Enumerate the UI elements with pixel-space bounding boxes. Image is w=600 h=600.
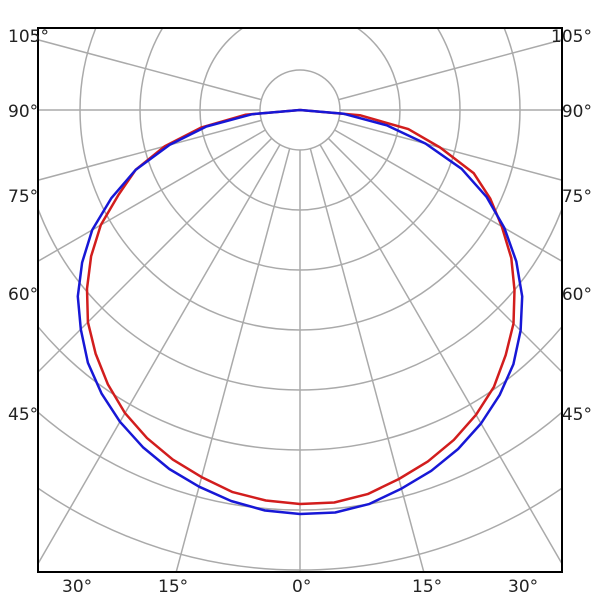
angle-label: 15° bbox=[412, 577, 442, 597]
angle-label: 90° bbox=[562, 102, 592, 122]
angle-label: 30° bbox=[508, 577, 538, 597]
angle-label: 30° bbox=[62, 577, 92, 597]
angle-label: 105° bbox=[8, 27, 49, 47]
angle-label: 15° bbox=[158, 577, 188, 597]
angle-label: 75° bbox=[562, 187, 592, 207]
angle-label: 75° bbox=[8, 187, 38, 207]
angle-label: 60° bbox=[8, 285, 38, 305]
angle-label: 45° bbox=[562, 405, 592, 425]
polar-chart: 105° 90° 75° 60° 45° 30° 15° 0° 15° 30° 45° 60° 75° 9… bbox=[0, 0, 600, 600]
angle-label: 60° bbox=[562, 285, 592, 305]
angle-label: 0° bbox=[292, 577, 311, 597]
angle-label: 90° bbox=[8, 102, 38, 122]
angle-label: 105° bbox=[551, 27, 592, 47]
grid bbox=[0, 0, 600, 600]
angle-label: 45° bbox=[8, 405, 38, 425]
